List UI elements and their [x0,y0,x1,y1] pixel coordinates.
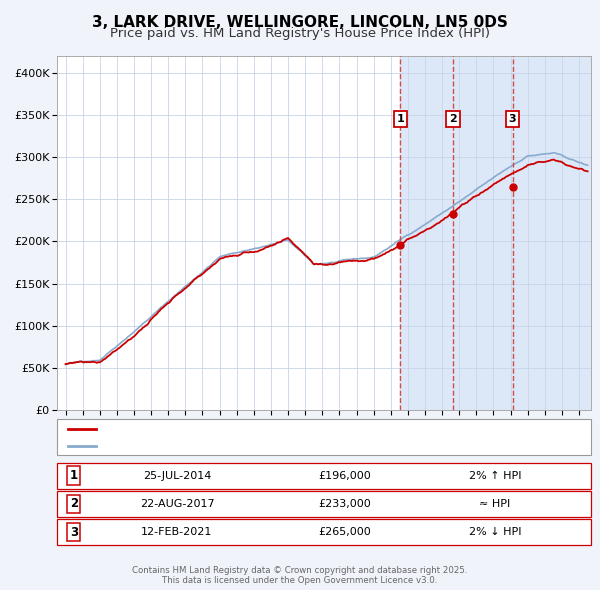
Text: £196,000: £196,000 [319,471,371,480]
Text: Contains HM Land Registry data © Crown copyright and database right 2025.
This d: Contains HM Land Registry data © Crown c… [132,566,468,585]
Text: 12-FEB-2021: 12-FEB-2021 [142,527,212,537]
Text: 2% ↑ HPI: 2% ↑ HPI [469,471,521,480]
Text: 25-JUL-2014: 25-JUL-2014 [143,471,211,480]
Text: 3, LARK DRIVE, WELLINGORE, LINCOLN, LN5 0DS (detached house): 3, LARK DRIVE, WELLINGORE, LINCOLN, LN5 … [100,424,434,434]
Text: 3: 3 [70,526,78,539]
Text: £233,000: £233,000 [319,499,371,509]
Text: 3: 3 [509,114,517,124]
Text: £265,000: £265,000 [319,527,371,537]
Text: 2: 2 [70,497,78,510]
Text: 2: 2 [449,114,457,124]
Text: HPI: Average price, detached house, North Kesteven: HPI: Average price, detached house, Nort… [100,441,361,451]
Text: 22-AUG-2017: 22-AUG-2017 [140,499,214,509]
Bar [400,56,591,410]
Text: 1: 1 [70,469,78,482]
Text: 3, LARK DRIVE, WELLINGORE, LINCOLN, LN5 0DS: 3, LARK DRIVE, WELLINGORE, LINCOLN, LN5 … [92,15,508,30]
Text: 1: 1 [397,114,404,124]
Text: 2% ↓ HPI: 2% ↓ HPI [469,527,521,537]
Text: Price paid vs. HM Land Registry's House Price Index (HPI): Price paid vs. HM Land Registry's House … [110,27,490,40]
Text: ≈ HPI: ≈ HPI [479,499,511,509]
